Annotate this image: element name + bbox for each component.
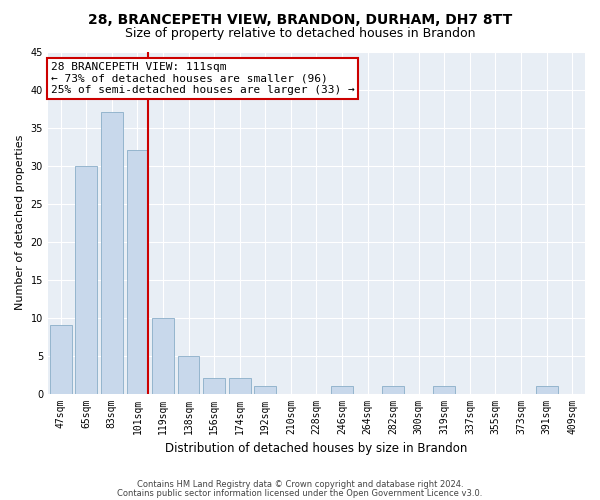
Text: Contains HM Land Registry data © Crown copyright and database right 2024.: Contains HM Land Registry data © Crown c…	[137, 480, 463, 489]
Bar	[50, 325, 71, 394]
Text: 28, BRANCEPETH VIEW, BRANDON, DURHAM, DH7 8TT: 28, BRANCEPETH VIEW, BRANDON, DURHAM, DH…	[88, 12, 512, 26]
Bar	[433, 386, 455, 394]
Bar	[152, 318, 174, 394]
Text: 28 BRANCEPETH VIEW: 111sqm
← 73% of detached houses are smaller (96)
25% of semi: 28 BRANCEPETH VIEW: 111sqm ← 73% of deta…	[50, 62, 355, 95]
Bar	[178, 356, 199, 394]
Bar	[76, 166, 97, 394]
Bar	[254, 386, 276, 394]
Bar	[127, 150, 148, 394]
Bar	[331, 386, 353, 394]
Text: Size of property relative to detached houses in Brandon: Size of property relative to detached ho…	[125, 28, 475, 40]
Bar	[382, 386, 404, 394]
Bar	[101, 112, 123, 394]
Bar	[229, 378, 251, 394]
Bar	[203, 378, 225, 394]
Y-axis label: Number of detached properties: Number of detached properties	[15, 135, 25, 310]
Bar	[536, 386, 557, 394]
Text: Contains public sector information licensed under the Open Government Licence v3: Contains public sector information licen…	[118, 489, 482, 498]
X-axis label: Distribution of detached houses by size in Brandon: Distribution of detached houses by size …	[165, 442, 467, 455]
